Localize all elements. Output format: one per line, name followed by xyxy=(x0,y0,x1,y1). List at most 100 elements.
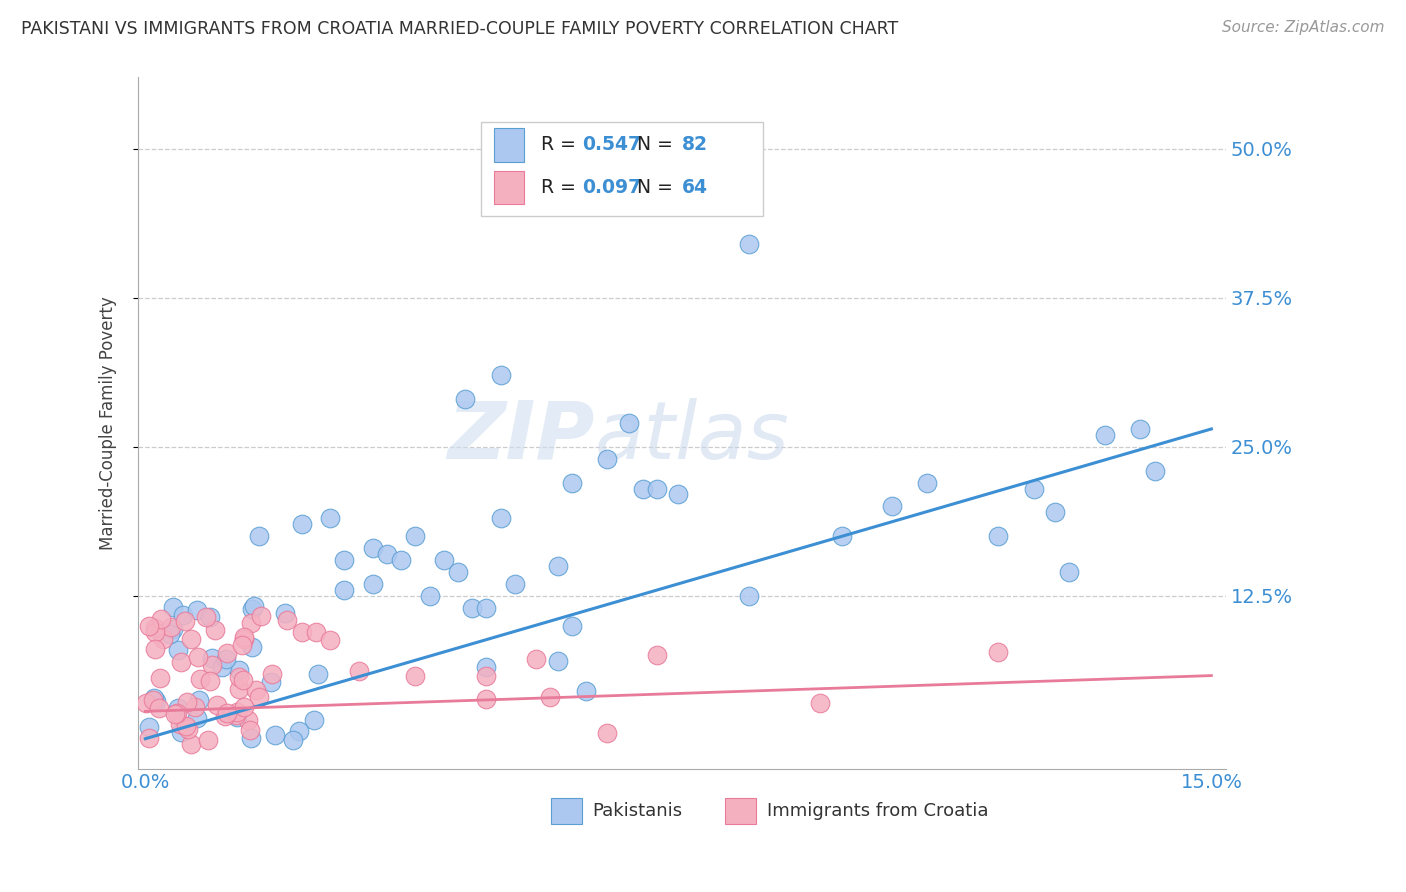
Point xyxy=(319,511,342,525)
FancyBboxPatch shape xyxy=(551,797,582,824)
Point xyxy=(575,684,598,698)
Point xyxy=(215,706,238,721)
Point xyxy=(169,716,191,731)
Point xyxy=(186,603,208,617)
Point xyxy=(228,664,250,678)
Point xyxy=(419,589,441,603)
Point xyxy=(283,732,305,747)
FancyBboxPatch shape xyxy=(481,122,763,216)
Point xyxy=(200,609,222,624)
Point xyxy=(170,725,193,739)
Point xyxy=(333,553,356,567)
FancyBboxPatch shape xyxy=(725,797,756,824)
Point xyxy=(170,655,193,669)
Text: 82: 82 xyxy=(682,136,707,154)
Point xyxy=(1022,482,1045,496)
Point xyxy=(1043,505,1066,519)
Point xyxy=(180,737,202,751)
Point xyxy=(240,602,263,616)
Text: N =: N = xyxy=(626,178,679,197)
Point xyxy=(138,731,160,745)
Point xyxy=(547,558,569,573)
Text: PAKISTANI VS IMMIGRANTS FROM CROATIA MARRIED-COUPLE FAMILY POVERTY CORRELATION C: PAKISTANI VS IMMIGRANTS FROM CROATIA MAR… xyxy=(21,20,898,37)
Point xyxy=(142,693,165,707)
Point xyxy=(135,696,157,710)
FancyBboxPatch shape xyxy=(494,128,524,161)
Point xyxy=(561,475,583,490)
Point xyxy=(880,500,903,514)
Point xyxy=(176,695,198,709)
Point xyxy=(404,529,426,543)
Point xyxy=(260,667,283,681)
Point xyxy=(1057,565,1080,579)
Point xyxy=(288,723,311,738)
Point xyxy=(987,645,1010,659)
Point xyxy=(475,668,498,682)
Point xyxy=(291,517,314,532)
Point xyxy=(617,416,640,430)
Point xyxy=(159,620,181,634)
Point xyxy=(738,237,761,252)
Point xyxy=(152,632,174,647)
Point xyxy=(184,699,207,714)
Point xyxy=(631,482,654,496)
Point xyxy=(236,713,259,727)
Point xyxy=(915,475,938,490)
Point xyxy=(547,654,569,668)
FancyBboxPatch shape xyxy=(494,171,524,204)
Point xyxy=(174,719,197,733)
Point xyxy=(167,643,190,657)
Point xyxy=(233,632,256,646)
Point xyxy=(274,606,297,620)
Point xyxy=(319,632,342,647)
Point xyxy=(188,672,211,686)
Text: Pakistanis: Pakistanis xyxy=(593,802,683,820)
Text: atlas: atlas xyxy=(595,398,790,475)
Text: N =: N = xyxy=(626,136,679,154)
Point xyxy=(188,693,211,707)
Point xyxy=(361,577,384,591)
Text: 64: 64 xyxy=(682,178,707,197)
Point xyxy=(138,618,160,632)
Point xyxy=(149,611,172,625)
Point xyxy=(561,618,583,632)
Point xyxy=(215,646,238,660)
Point xyxy=(645,648,668,663)
Point xyxy=(228,681,250,696)
Point xyxy=(1143,464,1166,478)
Point xyxy=(166,700,188,714)
Point xyxy=(243,599,266,613)
Point xyxy=(240,640,263,654)
Text: 0.547: 0.547 xyxy=(582,136,641,154)
Point xyxy=(239,723,262,738)
Text: Source: ZipAtlas.com: Source: ZipAtlas.com xyxy=(1222,20,1385,35)
Point xyxy=(247,690,270,704)
Point xyxy=(810,696,832,710)
Point xyxy=(475,600,498,615)
Point xyxy=(194,610,217,624)
Point xyxy=(138,720,160,734)
Point xyxy=(239,731,262,746)
Point xyxy=(305,624,328,639)
Point xyxy=(307,666,329,681)
Point xyxy=(596,726,619,740)
Point xyxy=(454,392,477,406)
Point xyxy=(291,624,314,639)
Point xyxy=(245,683,267,698)
Point xyxy=(247,529,270,543)
Point xyxy=(475,660,498,674)
Point xyxy=(200,673,222,688)
Point xyxy=(231,638,253,652)
Point xyxy=(148,701,170,715)
Point xyxy=(489,511,512,525)
Point xyxy=(333,582,356,597)
Point xyxy=(225,707,247,722)
Y-axis label: Married-Couple Family Poverty: Married-Couple Family Poverty xyxy=(100,296,117,549)
Point xyxy=(232,700,254,714)
Point xyxy=(596,451,619,466)
Point xyxy=(276,613,298,627)
Text: ZIP: ZIP xyxy=(447,398,595,475)
Point xyxy=(163,706,186,721)
Point xyxy=(1129,422,1152,436)
Point xyxy=(375,547,398,561)
